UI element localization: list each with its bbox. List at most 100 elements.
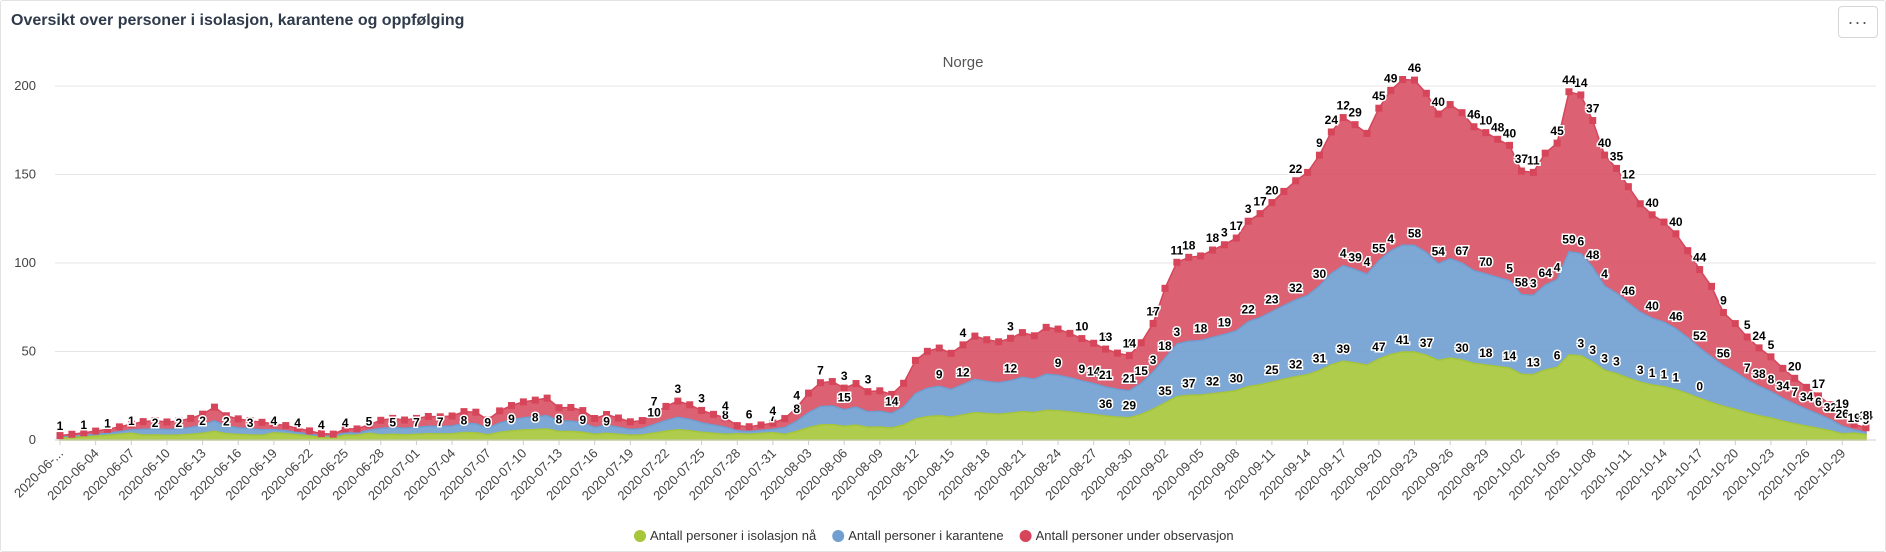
data-label: 4	[271, 414, 278, 428]
data-point	[151, 417, 159, 425]
data-point	[460, 408, 468, 416]
data-label: 10	[1075, 320, 1089, 334]
data-label: 40	[1669, 215, 1683, 229]
data-label: 14	[1503, 349, 1517, 363]
data-point	[995, 338, 1003, 346]
data-label: 6	[1459, 244, 1466, 258]
data-point	[1648, 211, 1656, 219]
data-label: 3	[1601, 351, 1608, 365]
data-point	[1636, 200, 1644, 208]
data-label: 36	[1099, 397, 1113, 411]
data-point	[1315, 151, 1323, 159]
data-label: 49	[1384, 71, 1398, 85]
data-point	[68, 430, 76, 438]
data-point	[1577, 91, 1585, 99]
data-point	[1814, 392, 1822, 400]
data-point	[674, 397, 682, 405]
data-point	[175, 417, 183, 425]
data-label: 3	[1245, 303, 1252, 317]
data-label: 3	[698, 391, 705, 405]
data-point	[1304, 168, 1312, 176]
data-point	[793, 404, 801, 412]
data-label: 18	[1182, 238, 1196, 252]
data-label: 37	[1515, 152, 1529, 166]
data-label: 11	[1171, 243, 1184, 257]
data-point	[816, 379, 824, 387]
data-label: 58	[1515, 276, 1529, 290]
data-point	[484, 416, 492, 424]
chart-card-title: Oversikt over personer i isolasjon, kara…	[11, 12, 465, 29]
data-point	[1137, 339, 1145, 347]
y-tick-label: 50	[22, 344, 36, 359]
data-point	[1565, 88, 1573, 96]
data-label: 47	[1372, 340, 1386, 354]
legend-item-label: Antall personer i karantene	[848, 528, 1003, 543]
data-point	[222, 412, 230, 420]
data-label: 7	[1791, 385, 1798, 399]
data-label: 2	[1269, 184, 1276, 198]
data-label: 39	[1348, 250, 1362, 264]
data-label: 58	[1408, 226, 1422, 240]
data-point	[234, 415, 242, 423]
data-point	[638, 417, 646, 425]
data-point	[1411, 76, 1418, 84]
data-label: 3	[247, 416, 254, 430]
data-label: 34	[1800, 390, 1814, 404]
data-label: 7	[651, 394, 658, 408]
data-point	[1731, 320, 1739, 328]
data-point	[377, 416, 385, 424]
data-label: 4	[1340, 247, 1347, 261]
data-label: 12	[1337, 99, 1351, 113]
data-point	[1791, 374, 1799, 382]
data-point	[1113, 349, 1121, 357]
data-label: 5	[1863, 413, 1870, 427]
data-label: 4	[1411, 226, 1418, 240]
data-point	[1458, 109, 1466, 117]
data-point	[1743, 333, 1751, 341]
data-label: 9	[1078, 362, 1085, 376]
data-point	[1672, 230, 1680, 238]
data-label: 3	[1530, 276, 1537, 290]
data-point	[662, 402, 670, 410]
data-point	[1826, 401, 1834, 409]
data-point	[1589, 117, 1597, 125]
data-label: 52	[1693, 329, 1707, 343]
data-label: 59	[1562, 233, 1576, 247]
data-point	[531, 396, 539, 404]
data-label: 4	[294, 416, 301, 430]
data-point	[115, 423, 123, 431]
data-point	[1220, 241, 1228, 249]
data-point	[1018, 329, 1026, 337]
data-point	[828, 378, 836, 386]
data-point	[1399, 76, 1407, 84]
data-label: 12	[1622, 168, 1636, 182]
data-point	[472, 408, 480, 416]
data-label: 24	[1325, 113, 1339, 127]
data-label: 12	[956, 365, 970, 379]
data-label: 22	[1289, 162, 1303, 176]
data-label: 32	[1824, 400, 1838, 414]
data-label: 9	[603, 414, 610, 428]
data-label: 31	[1313, 351, 1327, 365]
data-point	[1375, 104, 1383, 112]
data-point	[1660, 218, 1668, 226]
data-label: 23	[1265, 293, 1279, 307]
data-label: 4	[1601, 267, 1608, 281]
data-label: 34	[1776, 379, 1790, 393]
data-label: 3	[1221, 226, 1228, 240]
data-point	[1553, 139, 1561, 147]
data-point	[650, 409, 658, 417]
data-label: 1	[57, 419, 64, 433]
data-point	[306, 427, 314, 435]
data-label: 3	[1411, 61, 1418, 75]
data-label: 46	[1669, 309, 1683, 323]
legend-marker	[832, 530, 845, 542]
data-point	[1506, 141, 1514, 149]
data-label: 5	[1839, 407, 1846, 421]
chart-menu-button[interactable]: ···	[1838, 6, 1878, 38]
data-point	[769, 419, 777, 427]
data-point	[1601, 151, 1609, 159]
data-label: 37	[1420, 336, 1434, 350]
data-label: 2	[223, 415, 230, 429]
data-label: 8	[556, 412, 563, 426]
